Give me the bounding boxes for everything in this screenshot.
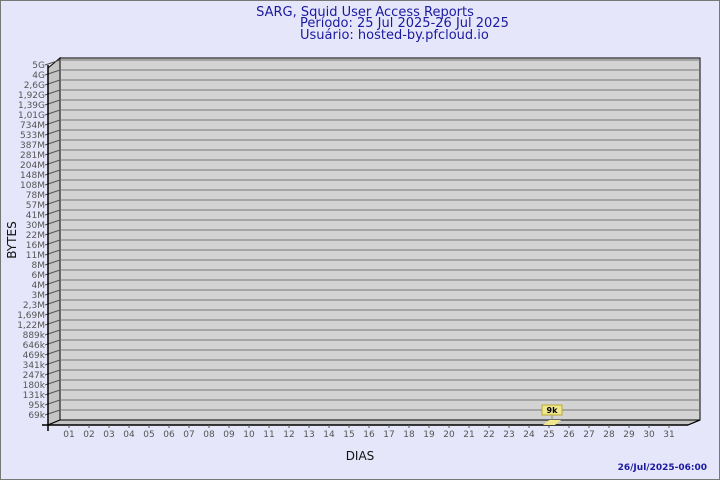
x-tick-label: 04 <box>123 430 135 440</box>
y-tick-label: 11M <box>26 251 45 261</box>
y-tick-label: 734M <box>20 121 45 131</box>
data-label: 9k <box>547 406 559 415</box>
y-tick-label: 41M <box>26 211 45 221</box>
x-tick-label: 16 <box>363 430 375 440</box>
x-tick-label: 29 <box>623 430 635 440</box>
x-tick-label: 07 <box>183 430 194 440</box>
x-tick-label: 02 <box>83 430 94 440</box>
y-tick-label: 204M <box>20 161 45 171</box>
x-tick-label: 25 <box>543 430 554 440</box>
y-tick-label: 1,92G <box>18 91 45 101</box>
footer-timestamp: 26/Jul/2025-06:00 <box>618 463 707 473</box>
x-tick-label: 21 <box>463 430 474 440</box>
x-tick-label: 11 <box>263 430 274 440</box>
y-tick-label: 8M <box>32 261 46 271</box>
x-tick-label: 31 <box>663 430 674 440</box>
chart-title: SARG, Squid User Access Reports <box>256 5 474 20</box>
plot-back-wall <box>59 57 701 421</box>
x-tick-label: 08 <box>203 430 215 440</box>
x-tick-label: 12 <box>283 430 294 440</box>
x-tick-label: 15 <box>343 430 354 440</box>
y-tick-label: 2,6G <box>24 81 45 91</box>
x-tick-label: 23 <box>503 430 514 440</box>
y-tick-label: 6M <box>32 271 46 281</box>
y-tick-label: 95k <box>28 401 45 411</box>
y-tick-label: 1,69M <box>17 311 45 321</box>
x-tick-label: 19 <box>423 430 435 440</box>
x-tick-label: 10 <box>243 430 255 440</box>
y-tick-label: 78M <box>26 191 45 201</box>
x-tick-label: 14 <box>323 430 335 440</box>
y-axis-label: BYTES <box>5 221 19 258</box>
y-tick-label: 533M <box>20 131 45 141</box>
y-tick-label: 1,22M <box>17 321 45 331</box>
y-tick <box>44 59 61 66</box>
y-tick-label: 387M <box>20 141 45 151</box>
data-label-box <box>541 404 563 416</box>
x-tick-label: 05 <box>143 430 154 440</box>
y-tick-label: 3M <box>32 291 46 301</box>
y-tick-label: 30M <box>26 221 45 231</box>
x-tick-label: 28 <box>603 430 615 440</box>
y-tick-label: 16M <box>26 241 45 251</box>
x-tick-label: 03 <box>103 430 114 440</box>
y-tick-label: 69k <box>28 411 45 421</box>
y-tick-label: 469k <box>23 351 46 361</box>
y-tick-label: 341k <box>23 361 46 371</box>
chart-period: Período: 25 Jul 2025-26 Jul 2025 <box>300 16 509 31</box>
y-tick-label: 889k <box>23 331 46 341</box>
x-tick-label: 26 <box>563 430 575 440</box>
y-tick-label: 1,39G <box>18 101 45 111</box>
y-tick-label: 22M <box>26 231 45 241</box>
x-tick-label: 01 <box>63 430 74 440</box>
y-tick-label: 247k <box>23 371 46 381</box>
x-tick-label: 17 <box>383 430 394 440</box>
y-tick-label: 2,3M <box>23 301 45 311</box>
y-tick-label: 5G <box>32 61 45 71</box>
y-tick-label: 646k <box>23 341 46 351</box>
x-tick-label: 22 <box>483 430 494 440</box>
chart-user: Usuário: hosted-by.pfcloud.io <box>300 28 489 43</box>
y-tick-label: 4G <box>32 71 45 81</box>
x-tick-label: 13 <box>303 430 314 440</box>
bar-day-25 <box>543 420 561 425</box>
x-tick-label: 09 <box>223 430 235 440</box>
y-tick-label: 148M <box>20 171 45 181</box>
x-tick-label: 27 <box>583 430 594 440</box>
y-tick-label: 108M <box>20 181 45 191</box>
x-axis-label: DIAS <box>346 449 375 463</box>
y-tick-label: 1,01G <box>18 111 45 121</box>
y-tick-label: 180k <box>23 381 46 391</box>
y-tick-label: 131k <box>23 391 46 401</box>
x-tick-label: 24 <box>523 430 535 440</box>
y-tick-label: 4M <box>32 281 46 291</box>
x-tick-label: 06 <box>163 430 175 440</box>
y-tick-label: 57M <box>26 201 45 211</box>
x-tick-label: 30 <box>643 430 655 440</box>
x-tick-label: 18 <box>403 430 415 440</box>
y-tick-label: 281M <box>20 151 45 161</box>
x-tick-label: 20 <box>443 430 455 440</box>
floor-edge <box>687 419 701 426</box>
